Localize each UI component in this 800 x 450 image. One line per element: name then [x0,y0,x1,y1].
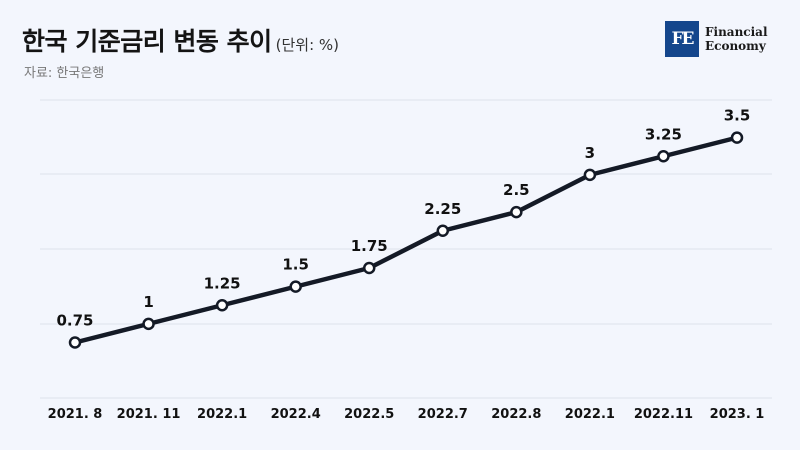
data-point [142,317,155,331]
data-point [68,336,82,349]
x-tick-label: 2022.1 [197,407,248,422]
data-point [215,299,229,312]
source-label: 자료: 한국은행 [24,66,105,81]
data-label: 1.5 [282,256,309,274]
data-label: 2.5 [503,181,530,199]
data-label: 0.75 [56,312,93,330]
chart-title: 한국 기준금리 변동 추이 [22,27,272,56]
data-label: 1 [143,293,153,311]
data-point [730,131,744,144]
data-label: 3 [585,144,595,162]
logo-text: Financial Economy [705,25,768,53]
x-tick-label: 2021. 11 [116,407,181,422]
data-label: 1.75 [351,237,388,255]
x-tick-label: 2022.1 [564,407,615,422]
x-tick-label: 2022.5 [344,407,395,422]
x-tick-label: 2022.7 [417,407,468,422]
series-line [74,135,738,345]
publisher-logo: FE Financial Economy [665,21,768,57]
data-point [510,205,523,219]
data-point [289,280,302,293]
logo-mark: FE [665,21,699,57]
data-point [583,168,597,182]
x-tick-label: 2021. 8 [47,407,103,422]
title-block: 한국 기준금리 변동 추이 (단위: %) [22,22,339,58]
data-label: 1.25 [204,274,241,292]
data-label: 2.25 [424,200,461,218]
unit-label: (단위: %) [275,36,340,54]
logo-line-2: Economy [705,39,766,53]
data-point [362,261,376,275]
data-point [436,224,450,237]
logo-line-1: Financial [705,25,768,39]
x-tick-label: 2023. 1 [709,407,765,422]
x-tick-label: 2022.8 [491,407,542,422]
x-tick-label: 2022.4 [270,407,321,422]
data-label: 3.25 [645,125,682,143]
data-label: 3.5 [724,107,751,125]
data-point [657,150,670,163]
x-tick-label: 2022.11 [633,407,694,422]
